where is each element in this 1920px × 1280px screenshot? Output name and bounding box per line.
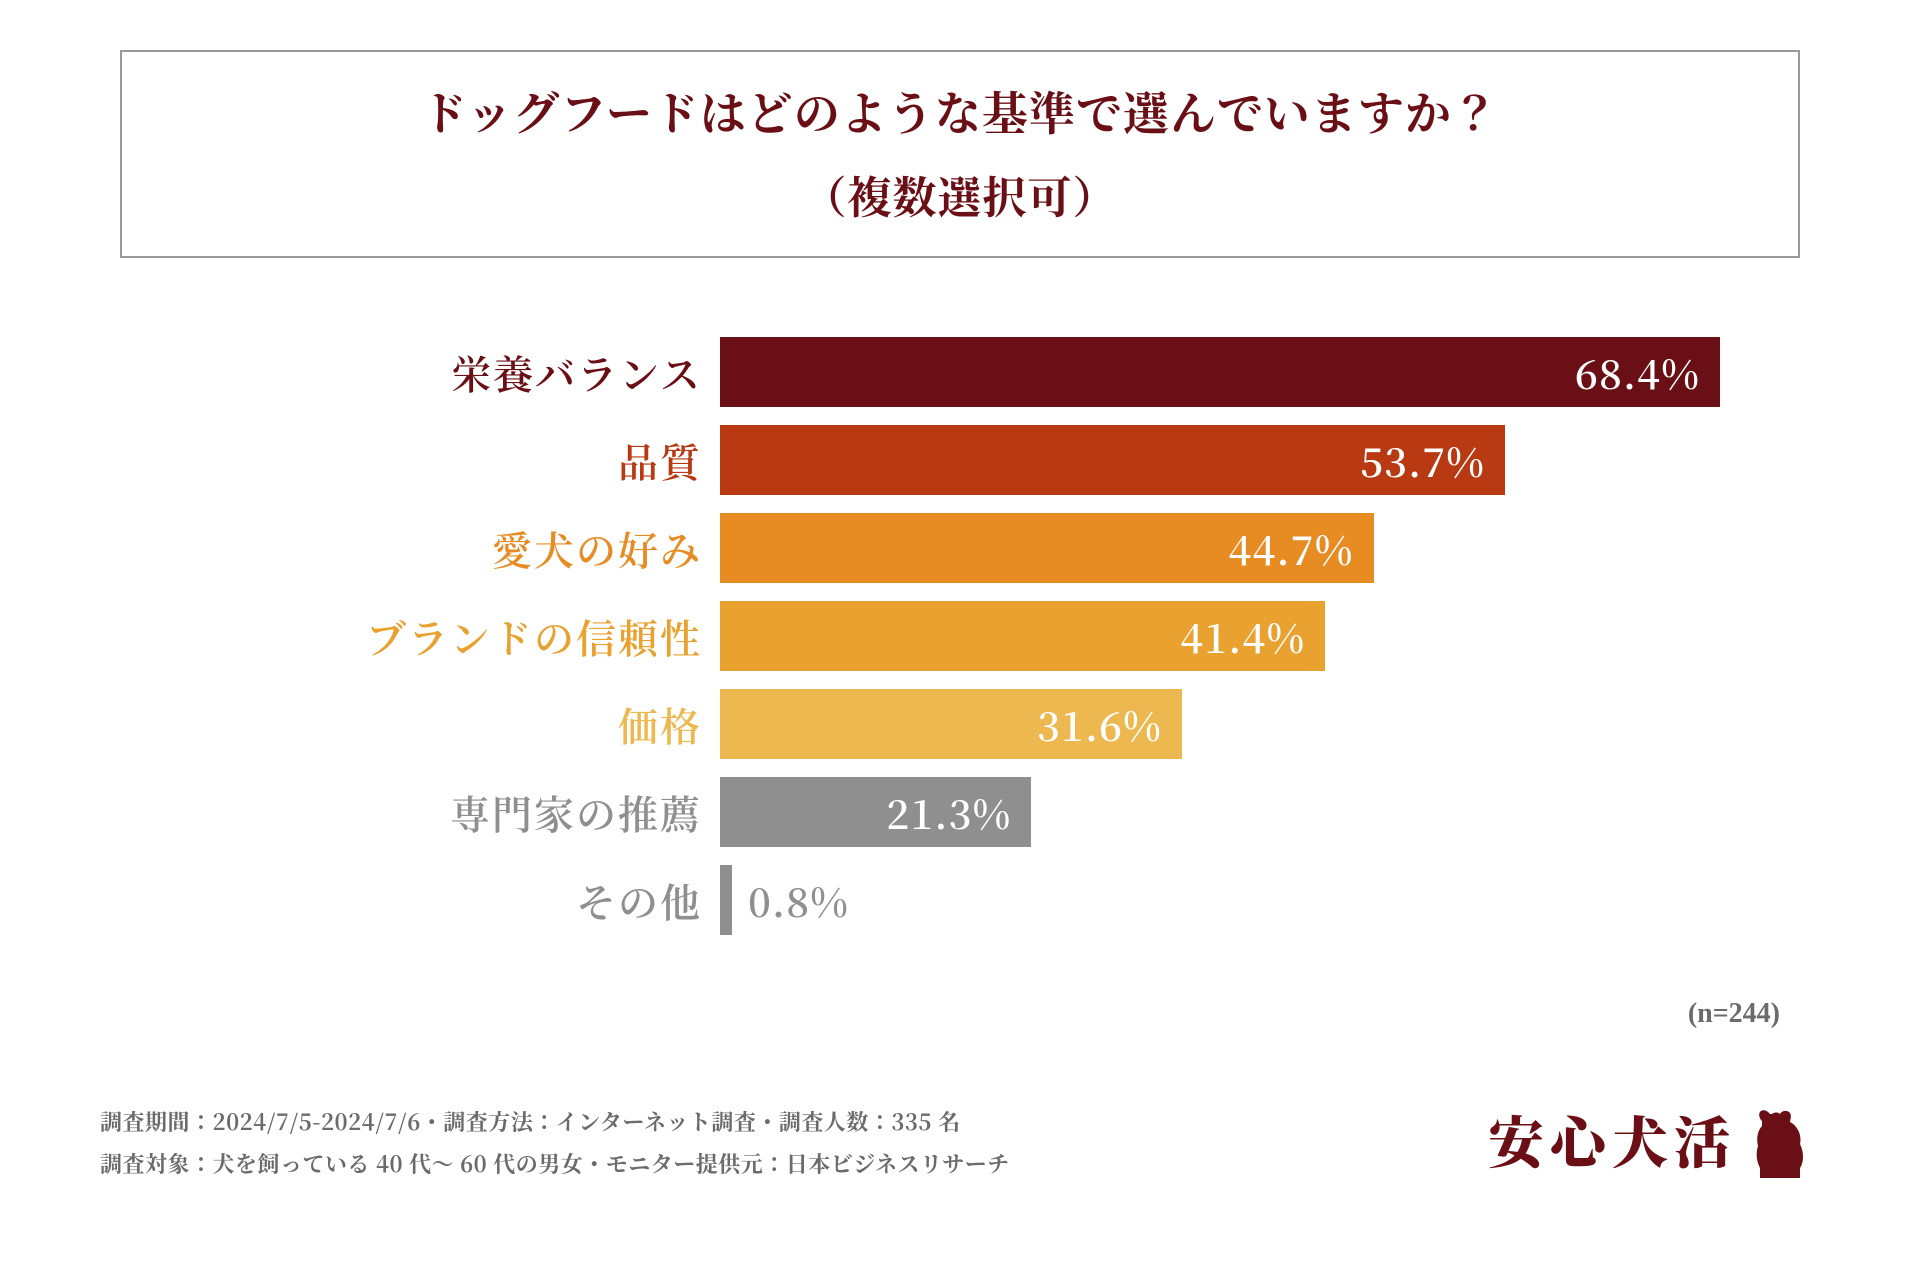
chart-bar-value: 44.7% bbox=[1229, 520, 1354, 577]
chart-row: その他 0.8% bbox=[80, 856, 1720, 944]
chart-row-label: 栄養バランス bbox=[80, 344, 720, 401]
chart-bar: 68.4% bbox=[720, 337, 1720, 407]
chart-row-label: 価格 bbox=[80, 696, 720, 753]
chart-row-label: その他 bbox=[80, 872, 720, 929]
chart-title-line1: ドッグフードはどのような基準で選んでいますか？ bbox=[142, 78, 1778, 144]
chart-row-label: 品質 bbox=[80, 432, 720, 489]
chart-row: 愛犬の好み 44.7% bbox=[80, 504, 1720, 592]
bar-chart: 栄養バランス 68.4% 品質 53.7% 愛犬の好み 44.7% ブランドの信頼性 41.4… bbox=[80, 328, 1720, 944]
chart-bar bbox=[720, 865, 732, 935]
chart-bar-area: 31.6% bbox=[720, 680, 1720, 768]
chart-bar: 21.3% bbox=[720, 777, 1031, 847]
chart-bar: 53.7% bbox=[720, 425, 1505, 495]
chart-row: 品質 53.7% bbox=[80, 416, 1720, 504]
chart-bar-value: 21.3% bbox=[886, 784, 1011, 841]
chart-bar-value: 31.6% bbox=[1037, 696, 1162, 753]
chart-bar-value: 68.4% bbox=[1575, 344, 1700, 401]
chart-bar-area: 21.3% bbox=[720, 768, 1720, 856]
chart-row-label: ブランドの信頼性 bbox=[80, 608, 720, 665]
chart-bar-area: 68.4% bbox=[720, 328, 1720, 416]
chart-bar: 31.6% bbox=[720, 689, 1182, 759]
footer-line2: 調査対象：犬を飼っている 40 代～ 60 代の男女・モニター提供元：日本ビジネ… bbox=[100, 1143, 1010, 1185]
chart-bar-area: 41.4% bbox=[720, 592, 1720, 680]
chart-bar-value: 53.7% bbox=[1360, 432, 1485, 489]
chart-bar-value: 41.4% bbox=[1180, 608, 1305, 665]
survey-footer: 調査期間：2024/7/5-2024/7/6・調査方法：インターネット調査・調査… bbox=[100, 1101, 1010, 1185]
chart-row: ブランドの信頼性 41.4% bbox=[80, 592, 1720, 680]
sample-size: (n=244) bbox=[1688, 998, 1780, 1030]
chart-bar-value: 0.8% bbox=[748, 872, 849, 929]
chart-title-line2: （複数選択可） bbox=[142, 162, 1778, 226]
chart-row-label: 愛犬の好み bbox=[80, 520, 720, 577]
chart-row: 専門家の推薦 21.3% bbox=[80, 768, 1720, 856]
chart-row-label: 専門家の推薦 bbox=[80, 784, 720, 841]
dog-icon bbox=[1750, 1108, 1810, 1180]
chart-bar: 44.7% bbox=[720, 513, 1374, 583]
footer-line1: 調査期間：2024/7/5-2024/7/6・調査方法：インターネット調査・調査… bbox=[100, 1101, 1010, 1143]
brand-block: 安心犬活 bbox=[1488, 1100, 1810, 1180]
brand-text: 安心犬活 bbox=[1488, 1100, 1736, 1180]
chart-bar-area: 44.7% bbox=[720, 504, 1720, 592]
chart-row: 価格 31.6% bbox=[80, 680, 1720, 768]
chart-row: 栄養バランス 68.4% bbox=[80, 328, 1720, 416]
chart-bar-area: 53.7% bbox=[720, 416, 1720, 504]
chart-title-box: ドッグフードはどのような基準で選んでいますか？ （複数選択可） bbox=[120, 50, 1800, 258]
chart-bar-area: 0.8% bbox=[720, 856, 1720, 944]
chart-bar: 41.4% bbox=[720, 601, 1325, 671]
